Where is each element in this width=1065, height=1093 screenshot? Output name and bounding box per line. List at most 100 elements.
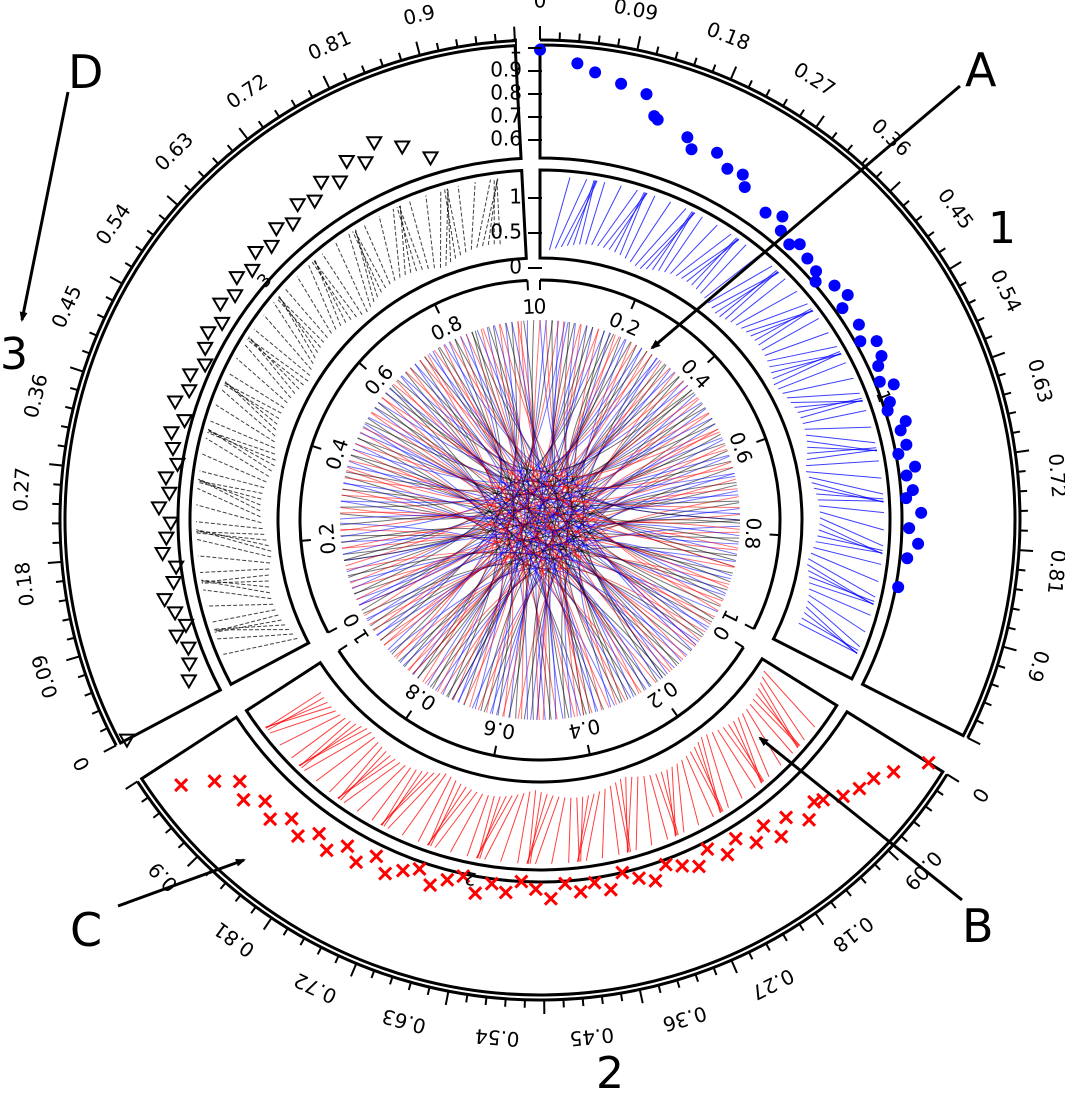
fan-line-1 <box>624 195 656 259</box>
fan-line-1 <box>819 517 884 547</box>
outer-tick <box>912 820 921 828</box>
link-curve <box>344 320 534 562</box>
inner-tick <box>526 280 529 291</box>
inner-tick-label: 0.6 <box>359 360 398 400</box>
data-point-3 <box>160 486 179 502</box>
fan-line-3 <box>399 205 412 273</box>
fan-line-2 <box>705 734 729 808</box>
data-point-3 <box>180 657 199 673</box>
outer-tick <box>948 261 962 271</box>
link-curve <box>437 347 733 574</box>
data-point-3 <box>153 547 172 563</box>
outer-tick <box>694 973 700 983</box>
data-point-2 <box>886 764 901 779</box>
link-curve <box>340 500 740 526</box>
fan-line-1 <box>730 278 786 323</box>
fan-line-3 <box>197 487 261 518</box>
data-point-2 <box>484 876 499 891</box>
outer-tick <box>146 229 155 236</box>
fan-line-3 <box>313 260 357 318</box>
fan-line-1 <box>719 269 777 318</box>
data-point-2 <box>412 861 427 877</box>
data-point-2 <box>749 835 764 850</box>
link-curve <box>428 353 668 675</box>
fan-line-2 <box>371 767 412 821</box>
fan-line-3 <box>210 420 275 449</box>
data-point-1 <box>854 335 867 348</box>
data-point-1 <box>873 375 886 388</box>
outer-tick <box>342 72 348 81</box>
fan-line-1 <box>813 487 884 503</box>
outer-tick <box>105 296 114 302</box>
outer-tick <box>513 26 516 41</box>
fan-line-2 <box>619 778 631 852</box>
outer-tick <box>407 982 412 991</box>
outer-tick <box>465 994 469 1003</box>
outer-tick-label: 0.81 <box>304 25 354 65</box>
link-curve <box>389 387 498 698</box>
link-curve <box>535 325 588 720</box>
data-point-2 <box>369 849 384 864</box>
data-point-1 <box>793 238 806 251</box>
outer-tick-label: 0.81 <box>1043 548 1065 595</box>
fan-line-2 <box>299 720 351 767</box>
outer-tick-label: 0.72 <box>222 69 272 114</box>
arrow-a <box>650 84 961 350</box>
fan-line-3 <box>215 404 275 443</box>
fan-line-1 <box>786 392 860 399</box>
fan-line-1 <box>761 318 820 351</box>
panel-label-a: A <box>965 43 997 97</box>
fan-line-2 <box>380 771 429 826</box>
inner-tick <box>358 361 368 370</box>
fan-line-1 <box>675 233 732 277</box>
fan-line-1 <box>806 460 879 467</box>
data-point-3 <box>180 674 198 690</box>
outer-tick <box>938 247 946 254</box>
fan-line-3 <box>196 538 272 558</box>
fan-line-2 <box>329 741 379 793</box>
fan-line-1 <box>808 476 884 495</box>
fan-line-1 <box>758 309 813 346</box>
data-point-2 <box>174 778 189 793</box>
outer-tick <box>504 998 507 1007</box>
fan-line-2 <box>755 693 801 746</box>
data-point-1 <box>810 265 823 278</box>
outer-tick-label: 0.36 <box>660 1001 709 1036</box>
inner-tick-label: 0.2 <box>643 676 683 714</box>
data-point-1 <box>901 552 914 565</box>
inner-tick-label: 0 <box>534 295 547 319</box>
fan-line-3 <box>224 382 282 414</box>
link-curve <box>498 324 524 720</box>
fan-line-3 <box>196 529 272 552</box>
data-point-2 <box>319 843 334 858</box>
fan-line-3 <box>445 188 449 266</box>
fan-line-1 <box>691 237 737 286</box>
outer-tick <box>77 673 86 679</box>
data-point-3 <box>175 414 194 430</box>
fan-line-1 <box>817 499 884 502</box>
fan-line-2 <box>761 676 805 741</box>
outer-tick <box>967 298 976 305</box>
outer-tick <box>47 560 62 565</box>
outer-tick <box>845 889 852 897</box>
outer-tick <box>991 351 1006 359</box>
data-point-2 <box>648 873 663 888</box>
data-point-2 <box>774 829 789 844</box>
fan-line-1 <box>802 410 867 424</box>
outer-tick <box>900 835 908 843</box>
link-curve <box>346 536 682 662</box>
fan-line-1 <box>591 185 622 246</box>
fan-line-2 <box>387 773 441 829</box>
fan-line-3 <box>311 261 352 320</box>
data-point-1 <box>776 210 789 223</box>
fan-line-3 <box>224 381 278 425</box>
fan-line-3 <box>248 336 296 394</box>
link-curve <box>385 392 724 600</box>
fan-line-2 <box>265 701 328 729</box>
point-track-frame-1 <box>538 43 1017 738</box>
data-point-3 <box>213 316 231 332</box>
fan-line-1 <box>808 594 866 633</box>
line-y-tick: 0 <box>509 255 522 279</box>
inner-axis-1 <box>539 278 782 630</box>
outer-tick-label: 0.36 <box>867 113 916 161</box>
